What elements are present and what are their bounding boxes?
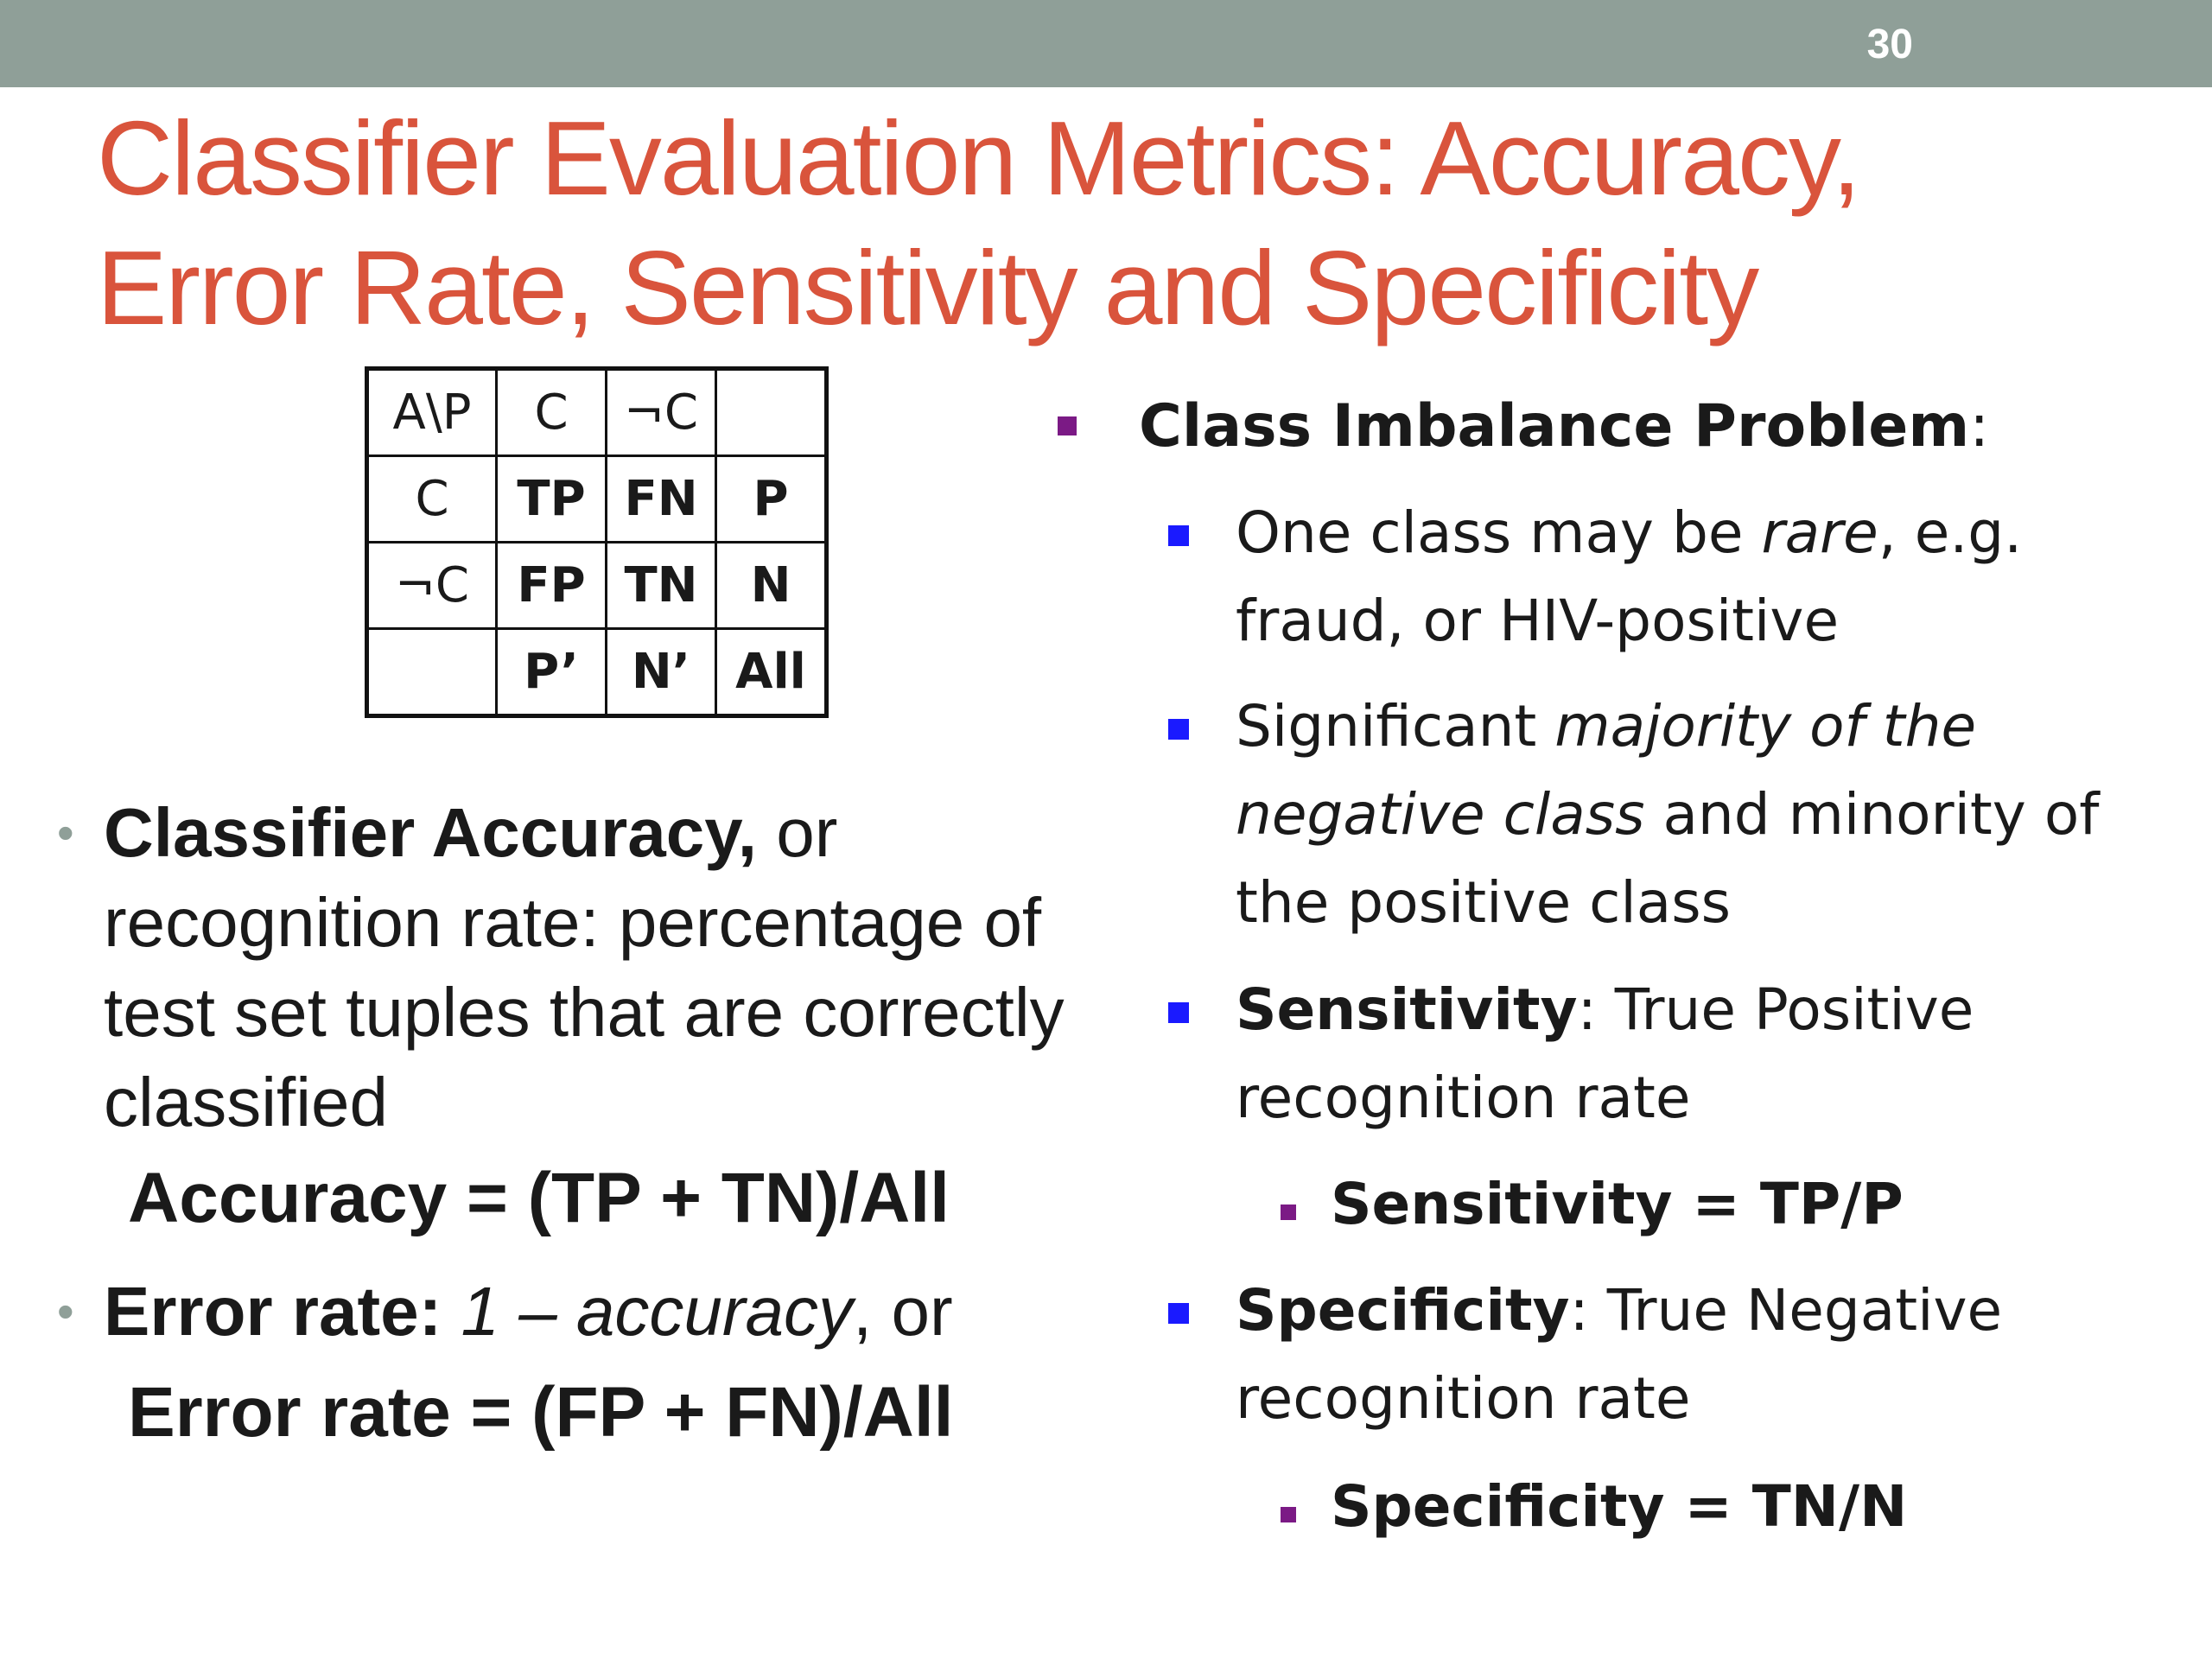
accuracy-term: Classifier Accuracy, — [104, 794, 757, 871]
slide-header-bar: 30 — [0, 0, 2212, 87]
matrix-cell: C — [495, 367, 607, 457]
error-rate-bullet: • Error rate: 1 – accuracy, or — [57, 1267, 1146, 1357]
class-imbalance-heading: Class Imbalance Problem: — [1058, 387, 2181, 467]
error-rate-formula: Error rate = (FP + FN)/All — [128, 1373, 954, 1452]
square-bullet-icon — [1168, 719, 1189, 740]
confusion-matrix: A\P C ¬C C TP FN P ¬C FP TN N P’ N’ All — [365, 366, 829, 718]
matrix-cell — [365, 627, 498, 717]
matrix-cell: C — [365, 454, 498, 543]
bullet-dot-icon: • — [57, 805, 74, 860]
accuracy-definition: or recognition rate: percentage of test … — [104, 794, 1065, 1141]
matrix-cell: N’ — [605, 627, 717, 717]
matrix-cell: N — [715, 541, 828, 630]
accuracy-formula: Accuracy = (TP + TN)/All — [128, 1159, 950, 1237]
majority-text-b: and minority of the positive class — [1236, 781, 2100, 936]
sensitivity-term: Sensitivity — [1236, 976, 1578, 1043]
matrix-cell: P’ — [495, 627, 607, 717]
class-imbalance-colon: : — [1969, 392, 1990, 461]
specificity-formula: Specificity = TN/N — [1331, 1473, 1908, 1540]
matrix-cell: TN — [605, 541, 717, 630]
square-bullet-icon — [1168, 1303, 1189, 1324]
specificity-item: Specificity: True Negative recognition r… — [1168, 1267, 2188, 1443]
sensitivity-definition: : True Positive recognition rate — [1236, 976, 1974, 1131]
specificity-definition: : True Negative recognition rate — [1236, 1277, 2003, 1432]
square-bullet-icon — [1058, 416, 1077, 435]
slide-number: 30 — [1866, 22, 1913, 67]
majority-text-a: Significant — [1236, 693, 1555, 760]
matrix-cell: FP — [495, 541, 607, 630]
bullet-dot-icon: • — [57, 1284, 74, 1338]
slide-title-line-2: Error Rate, Sensitivity and Specificity — [97, 229, 1759, 346]
matrix-row: ¬C FP TN N — [365, 541, 828, 630]
matrix-cell: ¬C — [365, 541, 498, 630]
error-rate-italic: 1 – accuracy — [442, 1273, 854, 1350]
sensitivity-item: Sensitivity: True Positive recognition r… — [1168, 966, 2188, 1142]
error-rate-rest: , or — [853, 1273, 953, 1350]
error-rate-term: Error rate: — [104, 1273, 442, 1350]
square-bullet-icon — [1168, 1002, 1189, 1023]
matrix-cell — [715, 367, 828, 457]
specificity-term: Specificity — [1236, 1277, 1570, 1344]
matrix-row: C TP FN P — [365, 454, 828, 543]
matrix-row: A\P C ¬C — [365, 367, 828, 457]
majority-text-italic: majority of the negative class — [1236, 693, 1977, 848]
matrix-cell: All — [715, 627, 828, 717]
matrix-cell: A\P — [365, 367, 498, 457]
rare-text-b: , e.g. fraud, or HIV-positive — [1236, 499, 2023, 654]
class-imbalance-title: Class Imbalance Problem — [1139, 392, 1970, 461]
slide-title: Classifier Evaluation Metrics: Accuracy,… — [97, 93, 2084, 353]
rare-class-item: One class may be rare, e.g. fraud, or HI… — [1168, 489, 2188, 665]
matrix-cell: FN — [605, 454, 717, 543]
square-bullet-icon — [1281, 1507, 1296, 1522]
specificity-formula-item: Specificity = TN/N — [1281, 1467, 2145, 1547]
sensitivity-formula-item: Sensitivity = TP/P — [1281, 1165, 2145, 1244]
rare-text-a: One class may be — [1236, 499, 1762, 566]
rare-text-italic: rare — [1761, 499, 1878, 566]
matrix-cell: ¬C — [605, 367, 717, 457]
square-bullet-icon — [1281, 1205, 1296, 1220]
majority-negative-item: Significant majority of the negative cla… — [1168, 683, 2188, 947]
accuracy-bullet: • Classifier Accuracy, or recognition ra… — [57, 788, 1146, 1147]
sensitivity-formula: Sensitivity = TP/P — [1331, 1171, 1904, 1237]
slide-title-line-1: Classifier Evaluation Metrics: Accuracy, — [97, 99, 1861, 217]
matrix-row: P’ N’ All — [365, 627, 828, 717]
square-bullet-icon — [1168, 525, 1189, 546]
matrix-cell: P — [715, 454, 828, 543]
matrix-cell: TP — [495, 454, 607, 543]
